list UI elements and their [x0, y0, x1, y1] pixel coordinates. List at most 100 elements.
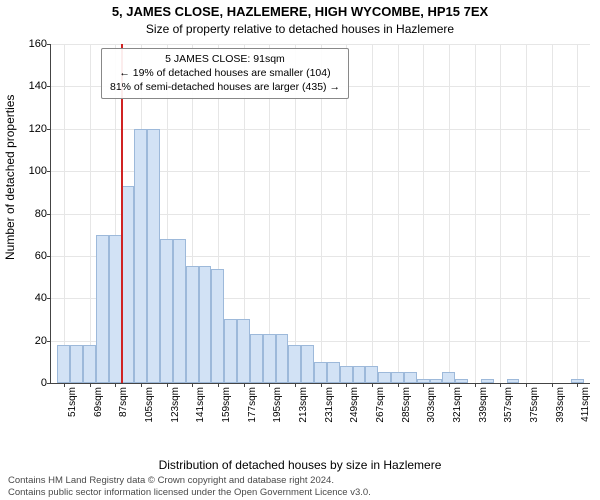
ytick-mark [47, 44, 51, 45]
gridline-v [398, 44, 399, 383]
histogram-bar [134, 129, 147, 383]
xtick-label: 87sqm [118, 387, 129, 417]
histogram-bar [327, 362, 340, 383]
license-text: Contains HM Land Registry data © Crown c… [8, 475, 371, 498]
xtick-mark [64, 383, 65, 387]
ytick-label: 120 [29, 123, 47, 135]
xtick-mark [372, 383, 373, 387]
histogram-bar [391, 372, 404, 383]
gridline-v [449, 44, 450, 383]
gridline-v [526, 44, 527, 383]
ytick-label: 60 [35, 250, 47, 262]
ytick-mark [47, 214, 51, 215]
xtick-mark [167, 383, 168, 387]
xtick-mark [295, 383, 296, 387]
histogram-bar [430, 379, 443, 383]
histogram-bar [122, 186, 135, 383]
xtick-label: 339sqm [478, 387, 489, 423]
gridline-v [372, 44, 373, 383]
ytick-mark [47, 383, 51, 384]
xtick-label: 213sqm [298, 387, 309, 423]
histogram-bar [353, 366, 366, 383]
page-root: 5, JAMES CLOSE, HAZLEMERE, HIGH WYCOMBE,… [0, 0, 600, 500]
xtick-label: 231sqm [324, 387, 335, 423]
gridline-v [423, 44, 424, 383]
gridline-v [577, 44, 578, 383]
ytick-label: 40 [35, 292, 47, 304]
ytick-label: 80 [35, 208, 47, 220]
ytick-mark [47, 256, 51, 257]
legend-line: ← 19% of detached houses are smaller (10… [110, 66, 340, 80]
histogram-bar [507, 379, 520, 383]
ytick-mark [47, 86, 51, 87]
xtick-label: 249sqm [349, 387, 360, 423]
histogram-bar [301, 345, 314, 383]
ytick-mark [47, 341, 51, 342]
xtick-label: 69sqm [93, 387, 104, 417]
ytick-mark [47, 171, 51, 172]
histogram-bar [199, 266, 212, 383]
gridline-v [64, 44, 65, 383]
xtick-label: 267sqm [375, 387, 386, 423]
histogram-bar [186, 266, 199, 383]
license-line-2: Contains public sector information licen… [8, 487, 371, 498]
histogram-bar [340, 366, 353, 383]
histogram-bar [250, 334, 263, 383]
xtick-mark [449, 383, 450, 387]
xtick-mark [552, 383, 553, 387]
ytick-label: 20 [35, 335, 47, 347]
gridline-v [500, 44, 501, 383]
xtick-label: 357sqm [503, 387, 514, 423]
histogram-bar [417, 379, 430, 383]
ytick-label: 0 [41, 377, 47, 389]
xtick-label: 393sqm [555, 387, 566, 423]
xtick-label: 375sqm [529, 387, 540, 423]
histogram-bar [70, 345, 83, 383]
gridline-v [90, 44, 91, 383]
ytick-label: 140 [29, 80, 47, 92]
xtick-mark [500, 383, 501, 387]
histogram-bar [404, 372, 417, 383]
histogram-bar [83, 345, 96, 383]
histogram-bar [481, 379, 494, 383]
xtick-mark [244, 383, 245, 387]
histogram-bar [263, 334, 276, 383]
histogram-bar [455, 379, 468, 383]
xtick-mark [577, 383, 578, 387]
plot: 02040608010012014016051sqm69sqm87sqm105s… [50, 44, 590, 384]
ytick-mark [47, 298, 51, 299]
xtick-label: 177sqm [247, 387, 258, 423]
legend-line: 81% of semi-detached houses are larger (… [110, 80, 340, 94]
xtick-mark [115, 383, 116, 387]
title-address: 5, JAMES CLOSE, HAZLEMERE, HIGH WYCOMBE,… [0, 4, 600, 19]
histogram-bar [378, 372, 391, 383]
xtick-mark [423, 383, 424, 387]
histogram-bar [314, 362, 327, 383]
xtick-mark [475, 383, 476, 387]
xtick-label: 123sqm [170, 387, 181, 423]
ytick-label: 100 [29, 165, 47, 177]
gridline-v [552, 44, 553, 383]
xtick-label: 285sqm [401, 387, 412, 423]
xtick-label: 159sqm [221, 387, 232, 423]
legend-line: 5 JAMES CLOSE: 91sqm [110, 52, 340, 66]
histogram-bar [442, 372, 455, 383]
license-line-1: Contains HM Land Registry data © Crown c… [8, 475, 371, 486]
legend-box: 5 JAMES CLOSE: 91sqm← 19% of detached ho… [101, 48, 349, 99]
xtick-label: 195sqm [272, 387, 283, 423]
xtick-label: 321sqm [452, 387, 463, 423]
xtick-mark [269, 383, 270, 387]
xtick-mark [218, 383, 219, 387]
xtick-mark [192, 383, 193, 387]
histogram-bar [276, 334, 289, 383]
histogram-bar [96, 235, 109, 383]
xtick-mark [141, 383, 142, 387]
xtick-label: 141sqm [195, 387, 206, 423]
y-axis-label: Number of detached properties [3, 240, 17, 260]
histogram-bar [365, 366, 378, 383]
xtick-mark [321, 383, 322, 387]
x-axis-label: Distribution of detached houses by size … [0, 458, 600, 472]
ytick-mark [47, 129, 51, 130]
chart-area: 02040608010012014016051sqm69sqm87sqm105s… [50, 44, 590, 418]
histogram-bar [288, 345, 301, 383]
